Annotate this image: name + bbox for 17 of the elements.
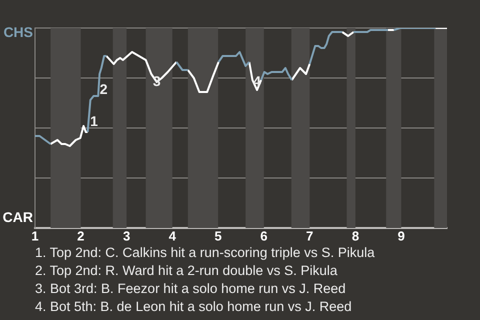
x-tick-label: 3 bbox=[122, 228, 130, 244]
annotation: 1 bbox=[90, 112, 98, 129]
annotation: 2 bbox=[100, 80, 108, 97]
x-tick-label: 1 bbox=[31, 228, 39, 244]
text: 3. Bot 3rd: B. Feezor hit a solo home run vs J. Reed bbox=[35, 280, 347, 298]
x-tick-label: 6 bbox=[260, 228, 268, 244]
x-tick-label: 7 bbox=[306, 228, 314, 244]
x-tick-label: 9 bbox=[398, 228, 405, 244]
text: 2. Top 2nd: R. Ward hit a 2-run double vs S. Pikula bbox=[35, 262, 338, 280]
text: CAR bbox=[2, 208, 33, 225]
x-tick-label: 8 bbox=[352, 228, 360, 244]
text: 4. Bot 5th: B. de Leon hit a solo home run vs J. Reed bbox=[35, 298, 353, 316]
x-tick-label: 5 bbox=[214, 228, 222, 244]
x-tick-label: 4 bbox=[168, 228, 177, 244]
x-tick-label: 2 bbox=[77, 228, 84, 244]
text: CHS bbox=[3, 24, 33, 40]
text: 1. Top 2nd: C. Calkins hit a run-scoring triple vs S. Pikula bbox=[35, 244, 375, 262]
